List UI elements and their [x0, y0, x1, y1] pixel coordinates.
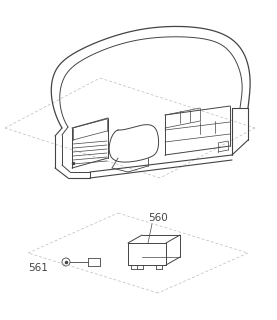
Text: 561: 561 [28, 263, 48, 273]
Text: 560: 560 [148, 213, 168, 223]
